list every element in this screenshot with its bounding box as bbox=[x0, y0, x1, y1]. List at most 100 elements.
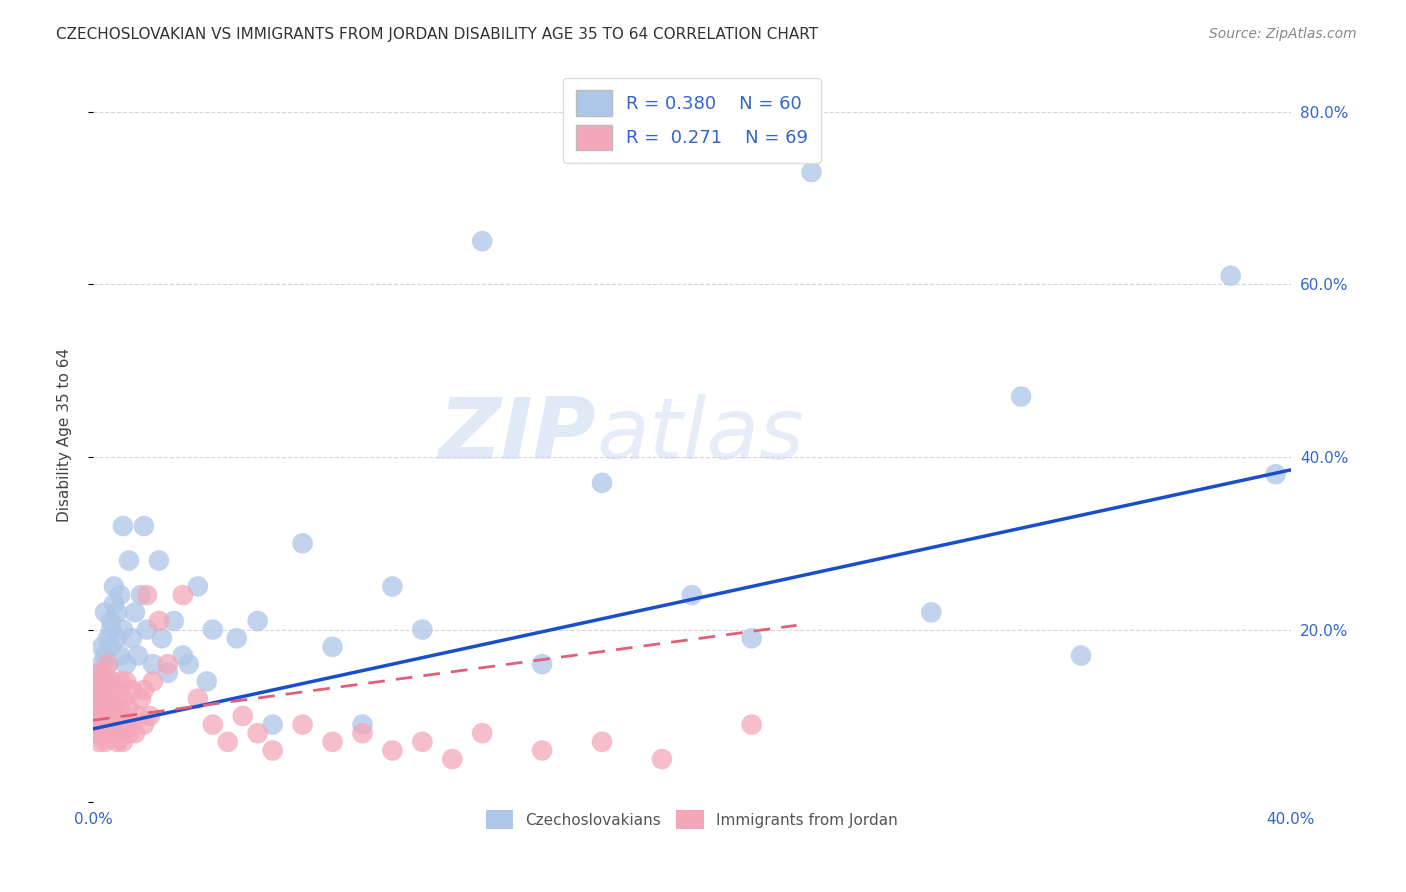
Point bbox=[91, 691, 114, 706]
Point bbox=[246, 614, 269, 628]
Point bbox=[87, 709, 110, 723]
Point bbox=[100, 717, 122, 731]
Point bbox=[246, 726, 269, 740]
Legend: Czechoslovakians, Immigrants from Jordan: Czechoslovakians, Immigrants from Jordan bbox=[479, 804, 904, 835]
Point bbox=[471, 234, 494, 248]
Point bbox=[741, 717, 763, 731]
Point bbox=[132, 519, 155, 533]
Point bbox=[115, 657, 138, 672]
Point bbox=[105, 735, 128, 749]
Point bbox=[103, 700, 125, 714]
Point bbox=[94, 648, 117, 663]
Point bbox=[291, 536, 314, 550]
Point bbox=[97, 709, 120, 723]
Point bbox=[84, 674, 107, 689]
Text: atlas: atlas bbox=[596, 394, 804, 477]
Point bbox=[108, 648, 131, 663]
Point bbox=[591, 735, 613, 749]
Point bbox=[322, 735, 344, 749]
Point bbox=[87, 665, 110, 680]
Point bbox=[187, 579, 209, 593]
Point bbox=[100, 623, 122, 637]
Point bbox=[142, 657, 165, 672]
Point bbox=[94, 674, 117, 689]
Point bbox=[100, 640, 122, 654]
Point bbox=[381, 579, 404, 593]
Point bbox=[97, 657, 120, 672]
Point bbox=[115, 674, 138, 689]
Point bbox=[177, 657, 200, 672]
Point bbox=[103, 579, 125, 593]
Point bbox=[800, 165, 823, 179]
Text: Source: ZipAtlas.com: Source: ZipAtlas.com bbox=[1209, 27, 1357, 41]
Point bbox=[91, 640, 114, 654]
Point bbox=[411, 623, 433, 637]
Point bbox=[129, 588, 152, 602]
Point bbox=[108, 700, 131, 714]
Point bbox=[121, 717, 143, 731]
Point bbox=[352, 717, 374, 731]
Point bbox=[156, 665, 179, 680]
Point bbox=[103, 726, 125, 740]
Text: CZECHOSLOVAKIAN VS IMMIGRANTS FROM JORDAN DISABILITY AGE 35 TO 64 CORRELATION CH: CZECHOSLOVAKIAN VS IMMIGRANTS FROM JORDA… bbox=[56, 27, 818, 42]
Point bbox=[84, 726, 107, 740]
Point bbox=[87, 717, 110, 731]
Point bbox=[111, 691, 134, 706]
Point bbox=[1219, 268, 1241, 283]
Point bbox=[105, 709, 128, 723]
Point bbox=[91, 726, 114, 740]
Point bbox=[105, 605, 128, 619]
Point bbox=[91, 683, 114, 698]
Point bbox=[121, 632, 143, 646]
Point bbox=[94, 700, 117, 714]
Point bbox=[148, 614, 170, 628]
Point bbox=[471, 726, 494, 740]
Point bbox=[84, 691, 107, 706]
Point bbox=[103, 683, 125, 698]
Point bbox=[127, 709, 149, 723]
Point bbox=[322, 640, 344, 654]
Point bbox=[124, 605, 146, 619]
Point bbox=[87, 665, 110, 680]
Point bbox=[132, 717, 155, 731]
Point bbox=[97, 657, 120, 672]
Point bbox=[132, 683, 155, 698]
Point bbox=[411, 735, 433, 749]
Point bbox=[201, 623, 224, 637]
Point bbox=[87, 683, 110, 698]
Point bbox=[94, 674, 117, 689]
Point bbox=[87, 700, 110, 714]
Point bbox=[127, 648, 149, 663]
Point bbox=[150, 632, 173, 646]
Point bbox=[108, 588, 131, 602]
Point bbox=[681, 588, 703, 602]
Point bbox=[187, 691, 209, 706]
Point bbox=[163, 614, 186, 628]
Point bbox=[148, 553, 170, 567]
Point bbox=[124, 726, 146, 740]
Point bbox=[100, 614, 122, 628]
Text: ZIP: ZIP bbox=[439, 394, 596, 477]
Point bbox=[121, 683, 143, 698]
Point bbox=[172, 648, 194, 663]
Point bbox=[291, 717, 314, 731]
Point bbox=[172, 588, 194, 602]
Point bbox=[441, 752, 464, 766]
Point bbox=[100, 674, 122, 689]
Point bbox=[118, 553, 141, 567]
Point bbox=[115, 717, 138, 731]
Point bbox=[84, 691, 107, 706]
Point bbox=[225, 632, 247, 646]
Point bbox=[531, 743, 554, 757]
Point bbox=[531, 657, 554, 672]
Point bbox=[232, 709, 254, 723]
Point bbox=[118, 726, 141, 740]
Point bbox=[97, 683, 120, 698]
Point bbox=[105, 683, 128, 698]
Point bbox=[94, 735, 117, 749]
Point bbox=[262, 743, 284, 757]
Point bbox=[91, 657, 114, 672]
Point bbox=[108, 726, 131, 740]
Point bbox=[105, 632, 128, 646]
Point bbox=[139, 709, 162, 723]
